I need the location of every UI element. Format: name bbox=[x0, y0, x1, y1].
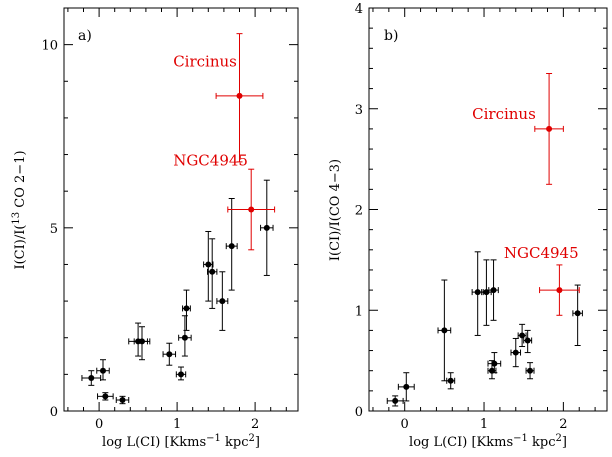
panel-a-data-point bbox=[260, 179, 274, 276]
panel-b-data-point bbox=[487, 352, 502, 374]
panel-b-data-point bbox=[523, 329, 533, 354]
panel-b-circinus-point-marker bbox=[546, 125, 553, 132]
panel-b-data-point bbox=[572, 284, 583, 347]
panel-a-x-tick-label: 1 bbox=[173, 417, 181, 432]
panel-b-data-point-marker bbox=[441, 327, 448, 334]
panel-a-x-tick-label: 0 bbox=[95, 417, 103, 432]
panel-b-y-tick-label: 0 bbox=[355, 405, 363, 420]
panel-a-data-point bbox=[216, 271, 229, 331]
panel-a-ngc4945-label: NGC4945 bbox=[173, 152, 248, 170]
panel-b-ngc4945-point bbox=[539, 264, 580, 316]
panel-b-y-tick-label: 2 bbox=[355, 204, 363, 219]
panel-a-data-point-marker bbox=[219, 298, 226, 305]
panel-a-circinus-label: Circinus bbox=[173, 53, 237, 71]
panel-a-frame bbox=[63, 7, 299, 412]
panel-b-data-point-marker bbox=[574, 310, 581, 317]
panel-b-data-point-marker bbox=[447, 377, 454, 384]
panel-b-data-point bbox=[517, 323, 527, 348]
panel-a-ngc4945-point-marker bbox=[248, 206, 255, 213]
panel-a-data-point bbox=[97, 392, 114, 401]
panel-a-x-tick-label: 2 bbox=[251, 417, 259, 432]
panel-b-ngc4945-point-marker bbox=[556, 287, 563, 294]
panel-b-data-point-marker bbox=[527, 367, 534, 374]
panel-a-data-point-marker bbox=[119, 397, 126, 404]
panel-b-y-axis-title: I(CI)/I(CO 4−3) bbox=[328, 159, 343, 261]
panel-a-data-point-marker bbox=[100, 367, 106, 374]
panel-b-data: Circinus NGC4945 bbox=[386, 72, 583, 407]
panel-a-data-point bbox=[178, 315, 192, 357]
panel-a-data: Circinus NGC4945 bbox=[81, 33, 276, 405]
panel-b-data-point bbox=[386, 395, 404, 407]
panel-b-y-tick-label: 3 bbox=[355, 103, 363, 118]
panel-a-ticks: 0 1 2 0 5 10 bbox=[41, 7, 298, 432]
panel-b-data-point bbox=[397, 372, 415, 402]
panel-a-data-point-marker bbox=[88, 375, 95, 382]
panel-b-data-point bbox=[437, 279, 452, 382]
panel-a-data-point-marker bbox=[166, 351, 173, 358]
panel-b-data-point-marker bbox=[490, 287, 497, 294]
panel-b-data-point-marker bbox=[483, 289, 490, 296]
panel-a-data-point bbox=[133, 326, 151, 361]
panel-a-data-point-marker bbox=[205, 261, 212, 268]
panel-b-circinus-label: Circinus bbox=[472, 105, 536, 123]
panel-b-data-point bbox=[510, 337, 522, 368]
panel-b-ngc4945-label: NGC4945 bbox=[504, 244, 579, 262]
panel-b-x-tick-label: 2 bbox=[559, 417, 567, 432]
panel-a-data-point bbox=[175, 366, 187, 381]
panel-a-data-point bbox=[203, 230, 214, 302]
panel-b-data-point-marker bbox=[392, 397, 399, 404]
panel-a-data-point bbox=[96, 359, 110, 381]
panel-b-ticks: 0 1 2 0 1 2 3 4 bbox=[355, 2, 607, 432]
panel-a-circinus-point bbox=[215, 33, 264, 163]
panel-a-data-point-marker bbox=[183, 305, 190, 312]
panel-a-data-point-marker bbox=[209, 268, 216, 275]
panel-a-data-point bbox=[115, 395, 130, 405]
panel-a-circinus-point-marker bbox=[236, 92, 243, 99]
panel-b-data-point bbox=[488, 259, 499, 321]
panel-b-x-tick-label: 0 bbox=[401, 417, 409, 432]
panel-a-data-point-marker bbox=[263, 224, 270, 231]
panel-a-data-point bbox=[128, 322, 148, 357]
panel-b-data-point-marker bbox=[491, 360, 498, 367]
panel-b: 0 1 2 0 1 2 3 4 Circinus NGC4945 b) log L(CI) [K… bbox=[328, 2, 608, 450]
panel-a-data-point-marker bbox=[181, 334, 188, 341]
panel-a: 0 1 2 0 5 10 Circinus NGC4945 a) log L(CI) [Kk… bbox=[11, 7, 299, 450]
panel-a-data-point bbox=[81, 370, 102, 386]
panel-b-circinus-point bbox=[534, 72, 564, 185]
panel-b-data-point-marker bbox=[512, 349, 519, 356]
panel-a-data-point-marker bbox=[139, 338, 145, 345]
panel-a-y-tick-label: 0 bbox=[50, 405, 58, 420]
panel-b-data-point-marker bbox=[474, 289, 481, 296]
panel-a-data-point bbox=[182, 289, 191, 331]
panel-b-data-point bbox=[525, 362, 535, 380]
panel-a-y-axis-title: I(CI)/I(13 CO 2−1) bbox=[11, 150, 28, 269]
panel-b-data-point-marker bbox=[519, 332, 526, 339]
panel-b-data-point-marker bbox=[488, 367, 495, 374]
panel-a-y-tick-label: 10 bbox=[41, 39, 58, 54]
panel-a-data-point bbox=[225, 198, 238, 291]
panel-b-data-point bbox=[446, 372, 456, 390]
panel-b-y-tick-label: 4 bbox=[355, 2, 363, 17]
panel-a-data-point bbox=[162, 342, 177, 366]
panel-a-y-tick-label: 5 bbox=[50, 222, 58, 237]
panel-a-label: a) bbox=[78, 28, 92, 44]
panel-b-x-axis-title: log L(CI) [Kkms−1 kpc2] bbox=[409, 433, 567, 450]
panel-a-data-point-marker bbox=[228, 243, 235, 250]
panel-b-frame bbox=[368, 7, 608, 412]
panel-a-ngc4945-point bbox=[227, 168, 276, 251]
panel-b-label: b) bbox=[384, 28, 398, 44]
panel-b-data-point-marker bbox=[524, 337, 531, 344]
panel-a-data-point bbox=[207, 238, 218, 309]
panel-b-data-point-marker bbox=[403, 383, 410, 390]
panel-b-y-tick-label: 1 bbox=[355, 304, 363, 319]
panel-a-x-axis-title: log L(CI) [Kkms−1 kpc2] bbox=[102, 433, 260, 450]
panel-b-x-tick-label: 1 bbox=[480, 417, 488, 432]
panel-a-data-point-marker bbox=[178, 371, 184, 378]
panel-a-data-point-marker bbox=[102, 393, 109, 400]
